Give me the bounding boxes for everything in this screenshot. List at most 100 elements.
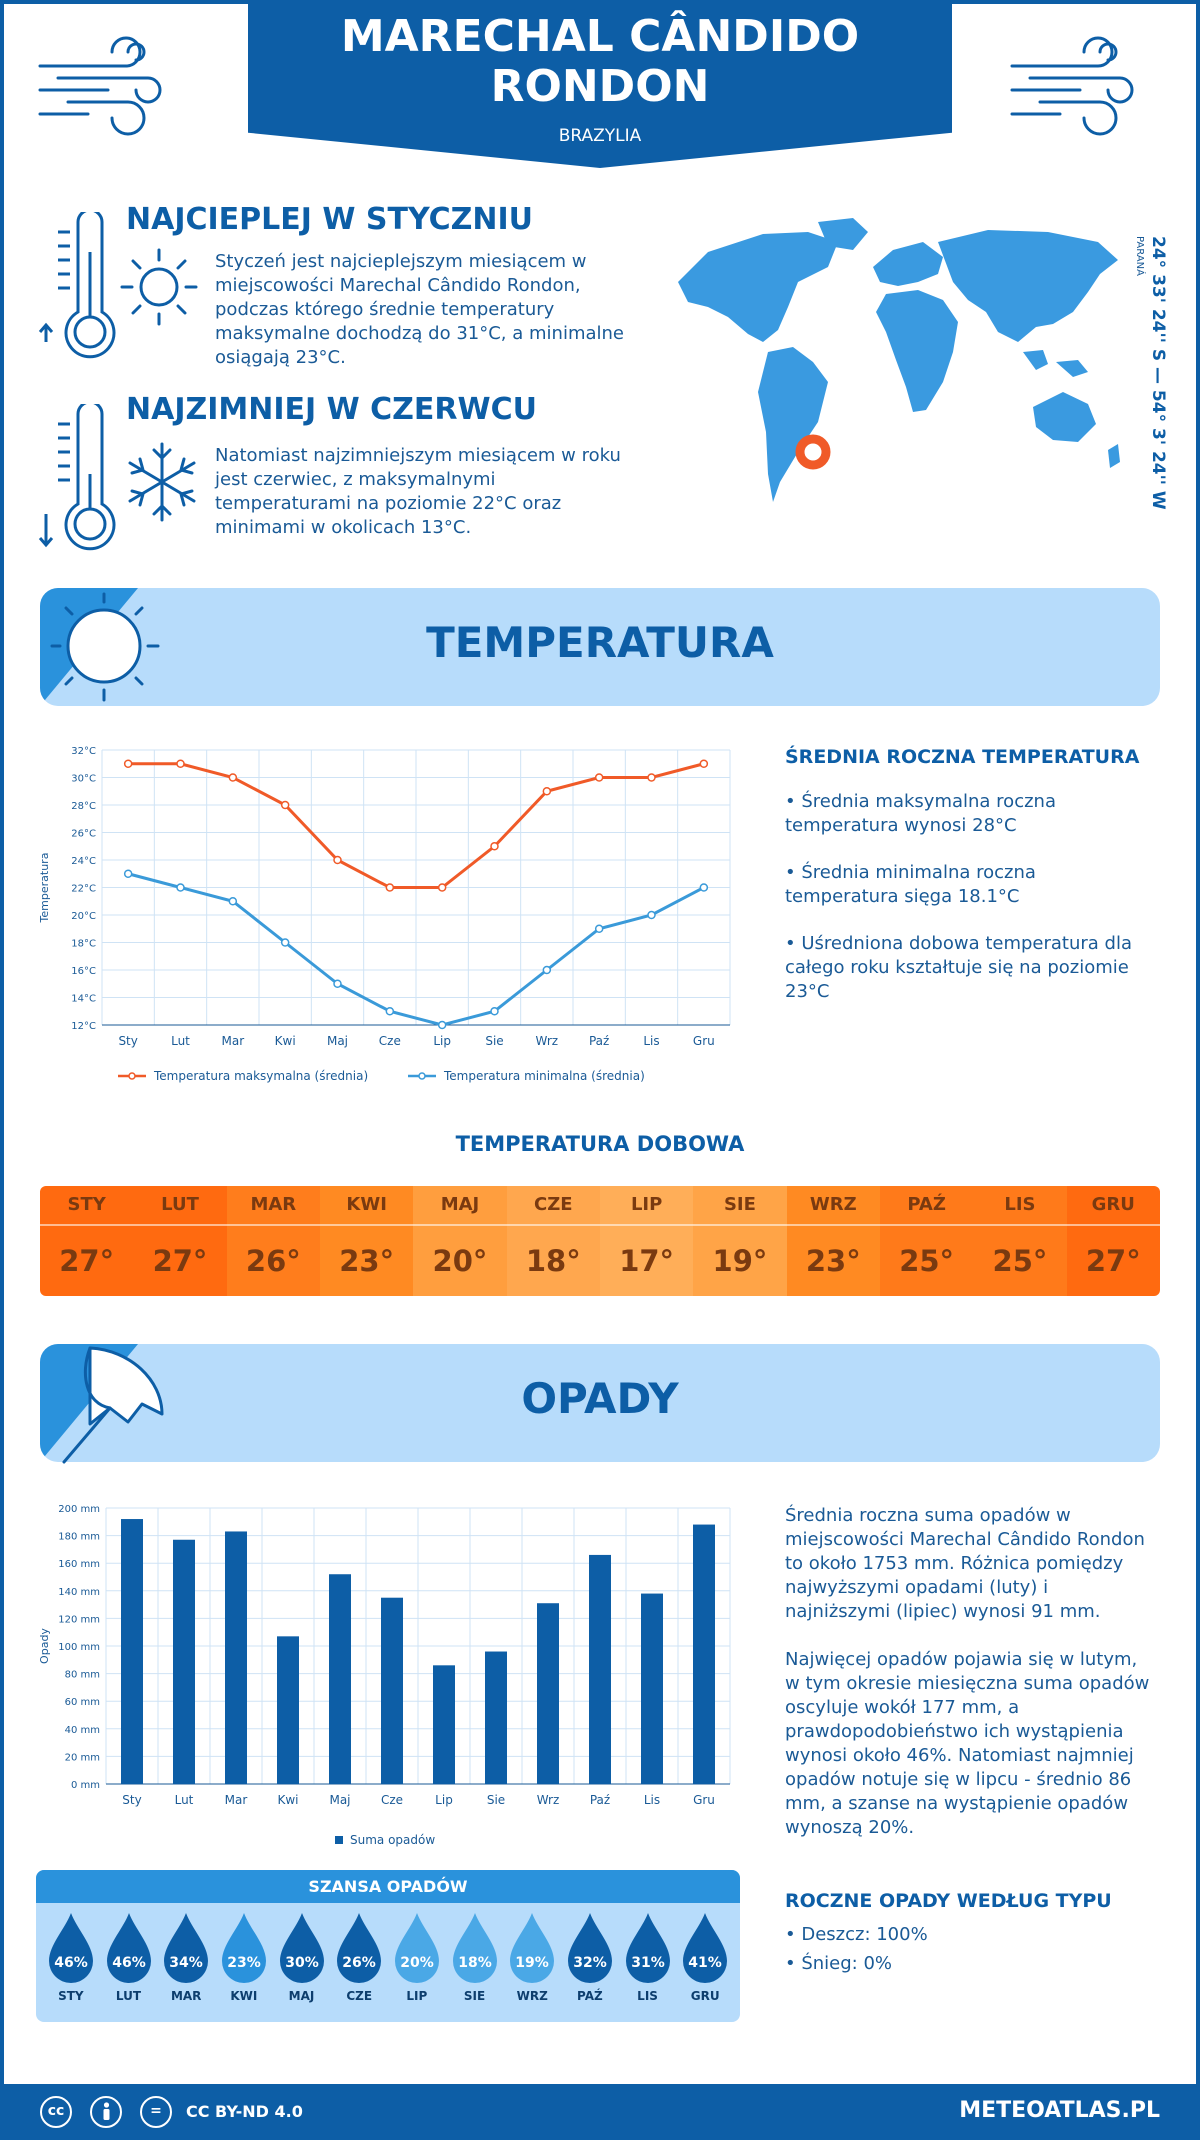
temp-section-title: TEMPERATURA bbox=[426, 618, 774, 667]
x-tick-label: Mar bbox=[225, 1793, 248, 1807]
precip-bar bbox=[641, 1593, 663, 1784]
daily-column: LIS 25° bbox=[973, 1186, 1067, 1296]
chance-value: 46% bbox=[112, 1955, 146, 1971]
coldest-title: NAJZIMNIEJ W CZERWCU bbox=[126, 392, 537, 427]
daily-value: 27° bbox=[152, 1244, 208, 1278]
raindrop-shape bbox=[625, 1913, 670, 1983]
y-axis-label: Opady bbox=[38, 1628, 51, 1664]
y-tick-label: 30°C bbox=[71, 774, 96, 785]
precip-banner bbox=[40, 1344, 1160, 1462]
chance-value: 19% bbox=[515, 1955, 549, 1971]
daily-temp-table: STY 27° LUT 27° MAR 26° KWI 23° MAJ 20° CZE 18° LIP 1… bbox=[40, 1186, 1160, 1296]
daily-month: LIS bbox=[973, 1186, 1067, 1226]
umbrella-icon bbox=[62, 1346, 164, 1464]
chance-month: STY bbox=[58, 1989, 84, 2003]
raindrop-shape bbox=[337, 1913, 382, 1983]
coords-block: 24° 33' 24'' S — 54° 3' 24'' W PARANÁ bbox=[1130, 236, 1170, 510]
daily-column: GRU 27° bbox=[1066, 1186, 1160, 1296]
chance-month: WRZ bbox=[516, 1989, 548, 2003]
precip-bar bbox=[693, 1524, 715, 1784]
daily-month: PAŹ bbox=[879, 1186, 974, 1226]
x-tick-label: Kwi bbox=[275, 1034, 296, 1048]
series-line bbox=[127, 872, 705, 1027]
y-tick-label: 28°C bbox=[71, 801, 96, 812]
wind-icon-left bbox=[38, 36, 162, 136]
x-tick-label: Kwi bbox=[277, 1793, 298, 1807]
x-tick-label: Lut bbox=[175, 1793, 194, 1807]
country-name: BRAZYLIA bbox=[558, 126, 642, 146]
cc-icon: cc bbox=[40, 2096, 72, 2128]
daily-value: 19° bbox=[712, 1244, 768, 1278]
legend-label: Suma opadów bbox=[350, 1833, 435, 1847]
x-tick-label: Maj bbox=[329, 1793, 350, 1807]
temp-side-b2: • Średnia minimalna roczna temperatura s… bbox=[785, 862, 1036, 907]
data-point bbox=[594, 773, 604, 782]
chance-month: LUT bbox=[115, 1989, 142, 2003]
chance-item: 32% PAŹ bbox=[561, 1911, 619, 2003]
y-tick-label: 24°C bbox=[71, 856, 96, 867]
warmest-text: Styczeń jest najcieplejszym miesiącem w … bbox=[215, 251, 624, 368]
data-point bbox=[647, 773, 656, 782]
data-point bbox=[333, 979, 342, 988]
raindrop-shape bbox=[683, 1913, 728, 1983]
x-tick-label: Wrz bbox=[537, 1793, 560, 1807]
x-tick-label: Lip bbox=[435, 1793, 453, 1807]
city-name: MARECHAL CÂNDIDO RONDON bbox=[340, 11, 860, 112]
daily-value: 23° bbox=[805, 1244, 861, 1278]
raindrop-icon: 30% bbox=[279, 1913, 324, 1983]
raindrop-shape bbox=[164, 1913, 209, 1983]
raindrop-icon: 46% bbox=[48, 1913, 93, 1983]
chance-value: 30% bbox=[285, 1955, 319, 1971]
raindrop-shape bbox=[221, 1913, 266, 1983]
data-point bbox=[490, 1007, 499, 1016]
y-tick-label: 200 mm bbox=[58, 1504, 100, 1515]
data-point bbox=[490, 842, 499, 851]
y-tick-label: 80 mm bbox=[65, 1670, 100, 1681]
chance-item: 20% LIP bbox=[388, 1911, 446, 2003]
chance-item: 23% KWI bbox=[215, 1911, 273, 2003]
daily-column: MAJ 20° bbox=[413, 1186, 507, 1296]
precip-bar bbox=[277, 1636, 299, 1784]
daily-value: 23° bbox=[339, 1244, 395, 1278]
daily-column: KWI 23° bbox=[319, 1186, 414, 1296]
precip-side-p2: Najwięcej opadów pojawia się w lutym, w … bbox=[785, 1649, 1150, 1838]
daily-column: STY 27° bbox=[40, 1186, 134, 1296]
raindrop-shape bbox=[452, 1913, 497, 1983]
y-tick-label: 14°C bbox=[71, 994, 96, 1005]
chance-item: 26% CZE bbox=[330, 1911, 388, 2003]
raindrop-icon: 31% bbox=[625, 1913, 670, 1983]
x-tick-label: Wrz bbox=[536, 1034, 559, 1048]
x-tick-label: Cze bbox=[381, 1793, 403, 1807]
data-point bbox=[437, 883, 447, 892]
chance-month: PAŹ bbox=[577, 1989, 603, 2003]
chance-value: 41% bbox=[688, 1955, 722, 1971]
legend-swatch bbox=[335, 1836, 343, 1844]
series-line bbox=[128, 762, 705, 889]
wind-icon-right bbox=[1010, 36, 1134, 136]
daily-month: CZE bbox=[506, 1186, 600, 1226]
precip-bar bbox=[589, 1554, 611, 1784]
data-point bbox=[542, 965, 552, 975]
chance-month: MAR bbox=[170, 1989, 202, 2003]
x-tick-label: Lis bbox=[643, 1034, 659, 1048]
raindrop-icon: 26% bbox=[337, 1913, 382, 1983]
data-point bbox=[123, 759, 133, 768]
daily-month: LIP bbox=[599, 1186, 694, 1226]
daily-value: 20° bbox=[432, 1244, 488, 1278]
license-text: CC BY-ND 4.0 bbox=[186, 2102, 303, 2121]
precip-bar bbox=[537, 1603, 559, 1784]
y-tick-label: 100 mm bbox=[58, 1642, 100, 1653]
precip-bar bbox=[173, 1539, 195, 1784]
daily-column: LIP 17° bbox=[599, 1186, 694, 1296]
y-tick-label: 40 mm bbox=[65, 1725, 100, 1736]
daily-column: MAR 26° bbox=[226, 1186, 320, 1296]
raindrop-icon: 23% bbox=[221, 1913, 266, 1983]
y-tick-label: 22°C bbox=[71, 884, 96, 895]
site-link[interactable]: METEOATLAS.PL bbox=[959, 2098, 1160, 2123]
legend-label: Temperatura minimalna (średnia) bbox=[443, 1069, 645, 1083]
daily-month: SIE bbox=[693, 1186, 787, 1226]
data-point bbox=[385, 1007, 395, 1016]
world-map bbox=[678, 218, 1120, 502]
chance-value: 34% bbox=[169, 1955, 203, 1971]
raindrop-shape bbox=[567, 1913, 612, 1983]
